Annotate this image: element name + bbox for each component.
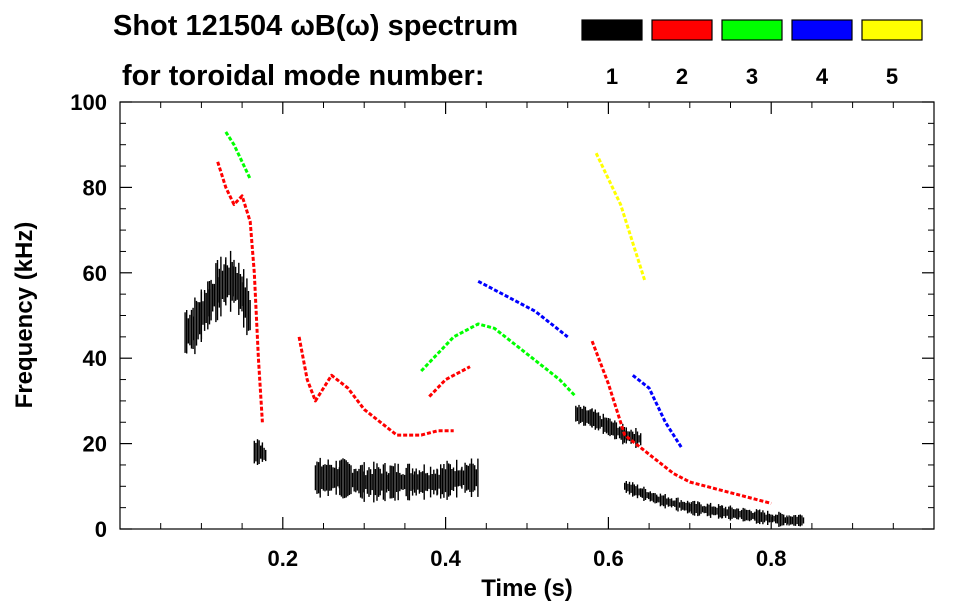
- axes: 0.2 0.4 0.6 0.8 0 20 40 60 80 100: [70, 90, 934, 571]
- mode-2-trace: [428, 365, 471, 398]
- y-tick-label: 0: [95, 517, 107, 542]
- y-tick-label: 20: [83, 432, 107, 457]
- y-tick-label: 80: [83, 175, 107, 200]
- legend-swatch-mode-3: [721, 19, 783, 41]
- y-tick-label: 60: [83, 261, 107, 286]
- x-axis-label: Time (s): [481, 575, 573, 602]
- x-tick-label: 0.6: [593, 546, 624, 571]
- legend-swatch-mode-4: [791, 19, 853, 41]
- x-tick-label: 0.4: [430, 546, 461, 571]
- x-tick-label: 0.8: [756, 546, 787, 571]
- series-n-1-low-band: [314, 457, 479, 503]
- mode-3-trace: [420, 322, 577, 398]
- mode-4-trace: [477, 279, 569, 339]
- mode-2-trace: [590, 340, 772, 505]
- series-n-4-arc: [477, 279, 569, 339]
- y-axis-label: Frequency (kHz): [11, 222, 38, 409]
- mode-2-trace: [216, 161, 264, 423]
- series-n-1-early-burst: [184, 250, 251, 355]
- legend: 1 2 3 4 5: [581, 19, 923, 89]
- series-n-2-sweep: [297, 336, 454, 437]
- series-n-2-mid: [428, 365, 471, 398]
- mode-5-trace: [594, 152, 647, 282]
- legend-swatch-mode-2: [651, 19, 713, 41]
- legend-label-mode-4: 4: [816, 64, 829, 89]
- plot-frame: [119, 101, 935, 530]
- legend-label-mode-1: 1: [606, 64, 618, 89]
- mode-2-trace: [297, 336, 454, 437]
- chart-title-line2: for toroidal mode number:: [122, 60, 485, 92]
- mode-4-trace: [631, 374, 683, 449]
- series-n-3-arc: [420, 322, 577, 398]
- series-n-1-low-band-0-17s: [253, 439, 267, 465]
- series-n-2-early: [216, 161, 264, 423]
- y-tick-label: 100: [70, 90, 107, 115]
- legend-swatch-mode-5: [861, 19, 923, 41]
- mode-3-trace: [224, 131, 252, 180]
- legend-label-mode-3: 3: [746, 64, 758, 89]
- plot-data: [184, 131, 805, 527]
- x-tick-label: 0.2: [268, 546, 299, 571]
- y-tick-label: 40: [83, 346, 107, 371]
- series-n-1-decay: [624, 481, 805, 527]
- series-n-2-late: [590, 340, 772, 505]
- series-n-4-late: [631, 374, 683, 449]
- legend-label-mode-5: 5: [886, 64, 898, 89]
- legend-label-mode-2: 2: [676, 64, 688, 89]
- series-n-3-early: [224, 131, 252, 180]
- series-n-5-chirp: [594, 152, 647, 282]
- chart-title-line1: Shot 121504 ωB(ω) spectrum: [113, 10, 518, 42]
- legend-swatch-mode-1: [581, 19, 643, 41]
